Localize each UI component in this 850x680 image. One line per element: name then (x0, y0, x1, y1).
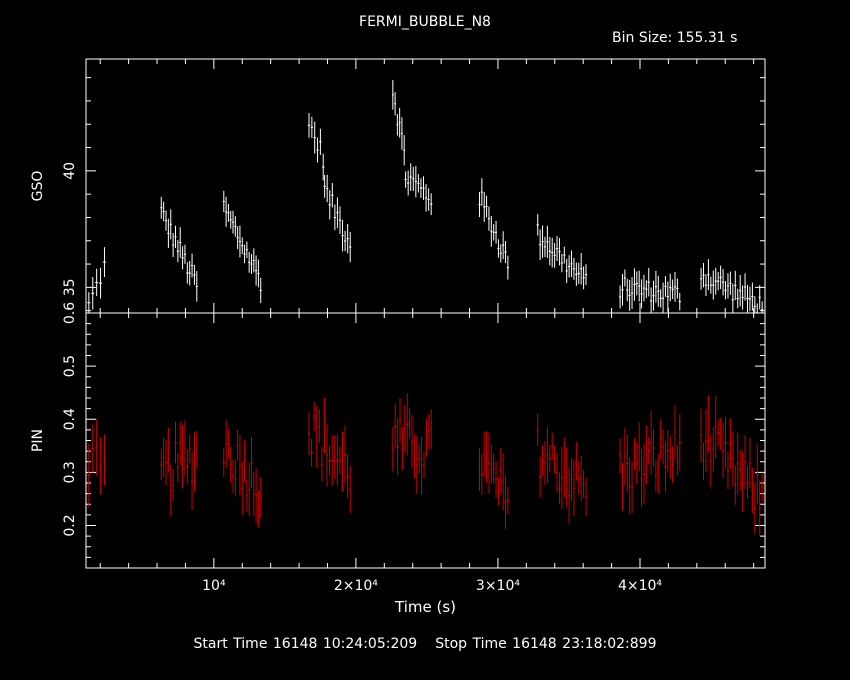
y-tick-label: 0.2 (62, 514, 78, 536)
y-tick-label: 40 (62, 162, 78, 180)
chart-title: FERMI_BUBBLE_N8 (359, 14, 491, 30)
y-tick-label: 0.3 (62, 461, 78, 483)
y-axis-label-gso: GSO (30, 171, 46, 202)
y-tick-label: 0.6 (62, 302, 78, 324)
x-tick-label: 4×10⁴ (618, 578, 662, 594)
y-tick-label: 0.4 (62, 408, 78, 430)
x-tick-label: 10⁴ (202, 578, 226, 594)
x-tick-label: 2×10⁴ (334, 578, 378, 594)
x-tick-label: 3×10⁴ (476, 578, 520, 594)
y-axis-label-pin: PIN (30, 429, 46, 452)
y-tick-label: 35 (62, 278, 78, 296)
y-tick-label: 0.5 (62, 355, 78, 377)
stop-time-label: Stop Time 16148 23:18:02:899 (435, 636, 657, 652)
time-range-footer: Start Time 16148 10:24:05:209 Stop Time 1… (0, 636, 850, 652)
bin-size-label: Bin Size: 155.31 s (612, 30, 738, 46)
x-axis-label: Time (s) (394, 598, 456, 616)
panel-frame-gso (85, 58, 766, 314)
start-time-label: Start Time 16148 10:24:05:209 (193, 636, 418, 652)
